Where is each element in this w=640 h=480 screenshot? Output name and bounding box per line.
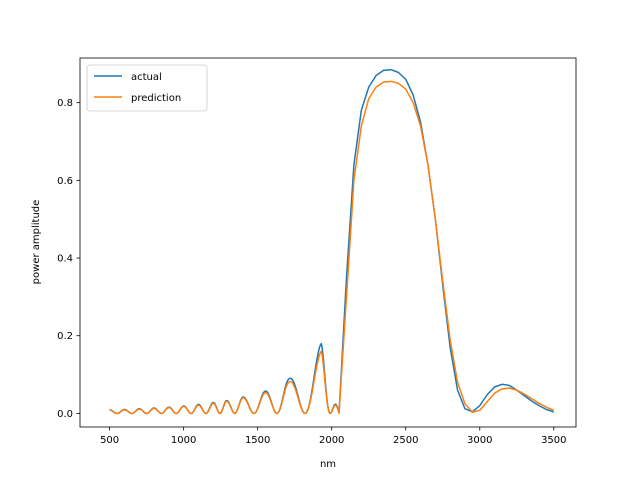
y-tick-label: 0.4 xyxy=(57,254,73,265)
x-tick-label: 2000 xyxy=(319,435,344,446)
x-tick-label: 3000 xyxy=(467,435,492,446)
y-tick-label: 0.2 xyxy=(57,331,73,342)
y-axis-label: power amplitude xyxy=(31,200,42,285)
x-tick-label: 3500 xyxy=(541,435,566,446)
axes-frame xyxy=(79,57,577,428)
x-tick-label: 1500 xyxy=(245,435,270,446)
legend-label-prediction: prediction xyxy=(131,93,181,104)
x-axis: 500 1000 1500 2000 2500 3000 3500 xyxy=(100,427,567,446)
plot-area xyxy=(109,68,555,415)
y-tick-label: 0.6 xyxy=(57,176,73,187)
series-line-prediction xyxy=(109,80,555,415)
x-tick-label: 500 xyxy=(100,435,119,446)
x-axis-label: nm xyxy=(320,459,336,470)
y-tick-label: 0.0 xyxy=(57,409,73,420)
y-axis: 0.0 0.2 0.4 0.6 0.8 xyxy=(57,98,80,420)
legend-label-actual: actual xyxy=(131,72,162,83)
legend: actual prediction xyxy=(86,64,208,112)
x-tick-label: 1000 xyxy=(171,435,196,446)
x-tick-label: 2500 xyxy=(393,435,418,446)
y-tick-label: 0.8 xyxy=(57,98,73,109)
